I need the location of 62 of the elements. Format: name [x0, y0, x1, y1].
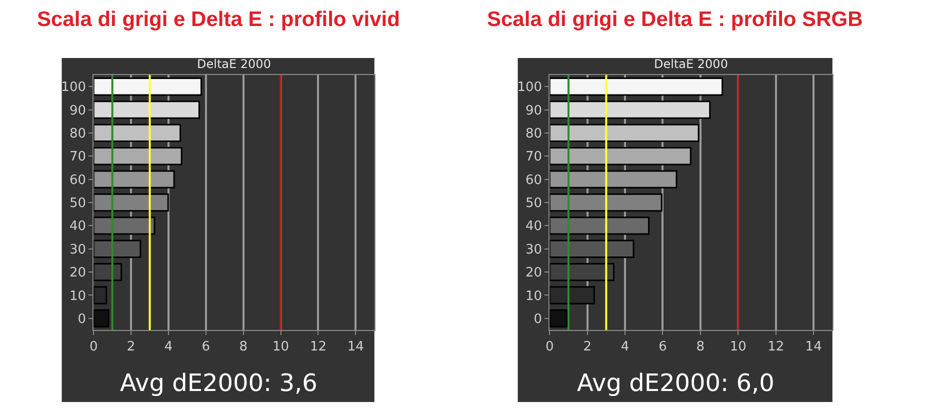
y-tick-label: 70 [525, 150, 542, 165]
y-tick-label: 90 [69, 103, 86, 118]
y-tick-label: 20 [69, 266, 86, 281]
x-tick-label: 2 [583, 340, 592, 355]
x-tick-label: 8 [696, 340, 705, 355]
bar [94, 216, 156, 235]
chart-subtitle: DeltaE 2000 [197, 57, 271, 71]
y-tick-label: 40 [525, 219, 542, 234]
chart-title: Scala di grigi e Delta E : profilo SRGB [487, 8, 863, 31]
bar [94, 240, 142, 258]
y-tick-label: 0 [534, 312, 542, 327]
x-tick-label: 4 [620, 340, 630, 355]
y-tick-label: 0 [78, 312, 86, 327]
text: Avg dE2000: 3,6 [120, 369, 318, 397]
bar [550, 286, 595, 304]
x-tick-label: 10 [730, 340, 746, 355]
bar [94, 286, 108, 304]
x-tick-label: 10 [272, 340, 290, 355]
x-tick-label: 6 [202, 340, 210, 355]
y-tick-label: 40 [69, 219, 86, 234]
y-tick-label: 50 [69, 196, 86, 212]
x-tick-label: 14 [805, 340, 822, 355]
x-tick-label: 12 [310, 340, 327, 355]
bar [550, 240, 634, 258]
y-tick-label: 80 [69, 126, 86, 142]
y-tick-label: 30 [69, 242, 86, 258]
y-tick-label: 100 [517, 80, 542, 96]
x-tick-label: 2 [126, 340, 136, 355]
y-tick-label: 80 [525, 126, 542, 142]
y-tick-label: 90 [525, 103, 542, 118]
y-tick-label: 100 [61, 80, 86, 96]
bar [550, 100, 711, 119]
y-tick-label: 30 [525, 242, 542, 258]
bar [94, 78, 202, 96]
bar [550, 216, 650, 235]
y-tick-label: 50 [525, 196, 542, 212]
y-tick-label: 60 [525, 172, 542, 188]
x-tick-label: 6 [658, 340, 667, 355]
bar [94, 100, 200, 119]
y-tick-label: 70 [69, 150, 86, 165]
chart-title: Scala di grigi e Delta E : profilo vivid [37, 8, 400, 31]
y-tick-label: 10 [525, 288, 542, 304]
x-tick-label: 14 [347, 340, 364, 355]
y-tick-label: 10 [69, 288, 86, 304]
bar [94, 147, 182, 166]
bar [94, 262, 122, 282]
x-tick-label: 8 [239, 340, 248, 355]
y-tick-label: 20 [525, 266, 542, 281]
bar [550, 309, 568, 328]
bar [550, 147, 692, 166]
y-tick-label: 60 [69, 172, 86, 188]
bar [94, 309, 110, 328]
x-tick-label: 12 [768, 340, 784, 355]
bar [550, 78, 724, 96]
text: Avg dE2000: 6,0 [577, 369, 774, 397]
x-tick-label: 0 [545, 340, 554, 355]
bar [550, 124, 700, 142]
bar [94, 124, 182, 142]
bar [550, 262, 614, 282]
x-tick-label: 4 [164, 340, 173, 355]
x-tick-label: 0 [89, 340, 98, 355]
chart-subtitle: DeltaE 2000 [654, 57, 728, 71]
